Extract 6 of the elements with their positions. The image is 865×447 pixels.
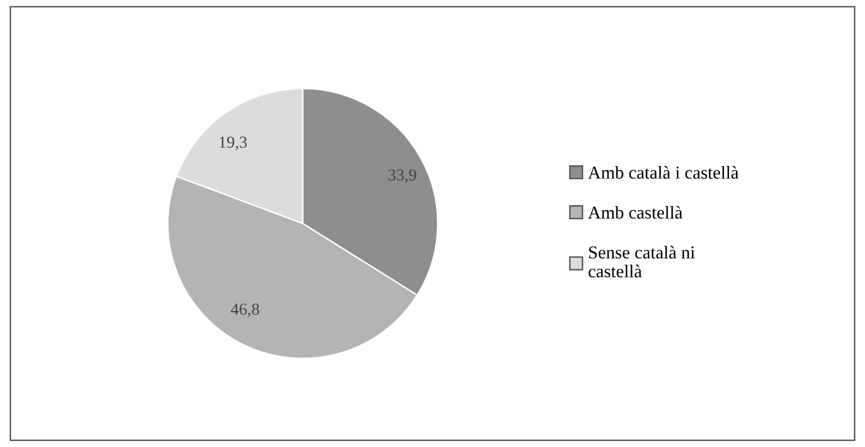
data-label: 46,8 [230, 304, 260, 318]
data-label: 19,3 [220, 136, 247, 150]
data-label: 33,9 [388, 169, 416, 183]
legend-label: Sense català ni castellà [588, 246, 695, 278]
legend-label: Amb castellà [588, 206, 682, 219]
legend-label: Amb català i castellà [588, 166, 739, 179]
